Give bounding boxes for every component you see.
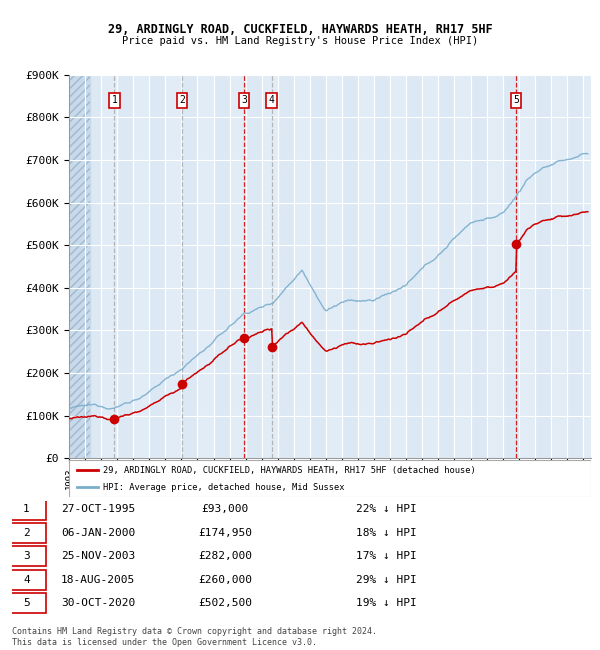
Text: £174,950: £174,950	[198, 528, 252, 538]
Bar	[133, 75, 149, 458]
Bar	[551, 75, 567, 458]
Bar	[583, 75, 591, 458]
Text: 4: 4	[269, 96, 275, 105]
Bar	[422, 75, 439, 458]
Text: 4: 4	[23, 575, 30, 585]
Bar	[69, 75, 90, 458]
Text: 29, ARDINGLY ROAD, CUCKFIELD, HAYWARDS HEATH, RH17 5HF (detached house): 29, ARDINGLY ROAD, CUCKFIELD, HAYWARDS H…	[103, 465, 476, 474]
FancyBboxPatch shape	[7, 499, 46, 519]
Text: 18% ↓ HPI: 18% ↓ HPI	[356, 528, 417, 538]
Text: 2: 2	[179, 96, 185, 105]
Text: 29% ↓ HPI: 29% ↓ HPI	[356, 575, 417, 585]
Text: £93,000: £93,000	[202, 504, 249, 514]
Bar	[519, 75, 535, 458]
Text: 29, ARDINGLY ROAD, CUCKFIELD, HAYWARDS HEATH, RH17 5HF: 29, ARDINGLY ROAD, CUCKFIELD, HAYWARDS H…	[107, 23, 493, 36]
Text: 17% ↓ HPI: 17% ↓ HPI	[356, 551, 417, 561]
Text: HPI: Average price, detached house, Mid Sussex: HPI: Average price, detached house, Mid …	[103, 483, 344, 492]
Bar	[197, 75, 214, 458]
Text: £502,500: £502,500	[198, 598, 252, 608]
FancyBboxPatch shape	[7, 523, 46, 543]
Text: 25-NOV-2003: 25-NOV-2003	[61, 551, 135, 561]
Text: 27-OCT-1995: 27-OCT-1995	[61, 504, 135, 514]
Bar	[101, 75, 117, 458]
Bar	[326, 75, 342, 458]
Text: 2: 2	[23, 528, 30, 538]
Text: 1: 1	[23, 504, 30, 514]
Text: Contains HM Land Registry data © Crown copyright and database right 2024.
This d: Contains HM Land Registry data © Crown c…	[12, 627, 377, 647]
Bar	[262, 75, 278, 458]
Text: 22% ↓ HPI: 22% ↓ HPI	[356, 504, 417, 514]
Bar	[294, 75, 310, 458]
Bar	[69, 75, 85, 458]
Text: £260,000: £260,000	[198, 575, 252, 585]
Text: 1: 1	[112, 96, 118, 105]
Bar	[358, 75, 374, 458]
Bar	[166, 75, 181, 458]
Bar	[487, 75, 503, 458]
Bar	[454, 75, 470, 458]
Text: 3: 3	[241, 96, 247, 105]
Text: 19% ↓ HPI: 19% ↓ HPI	[356, 598, 417, 608]
Bar	[390, 75, 406, 458]
Text: £282,000: £282,000	[198, 551, 252, 561]
Text: Price paid vs. HM Land Registry's House Price Index (HPI): Price paid vs. HM Land Registry's House …	[122, 36, 478, 46]
Text: 5: 5	[23, 598, 30, 608]
Bar	[230, 75, 245, 458]
Text: 3: 3	[23, 551, 30, 561]
Text: 06-JAN-2000: 06-JAN-2000	[61, 528, 135, 538]
FancyBboxPatch shape	[7, 569, 46, 590]
FancyBboxPatch shape	[7, 546, 46, 566]
Text: 5: 5	[513, 96, 519, 105]
FancyBboxPatch shape	[7, 593, 46, 614]
Text: 30-OCT-2020: 30-OCT-2020	[61, 598, 135, 608]
Text: 18-AUG-2005: 18-AUG-2005	[61, 575, 135, 585]
